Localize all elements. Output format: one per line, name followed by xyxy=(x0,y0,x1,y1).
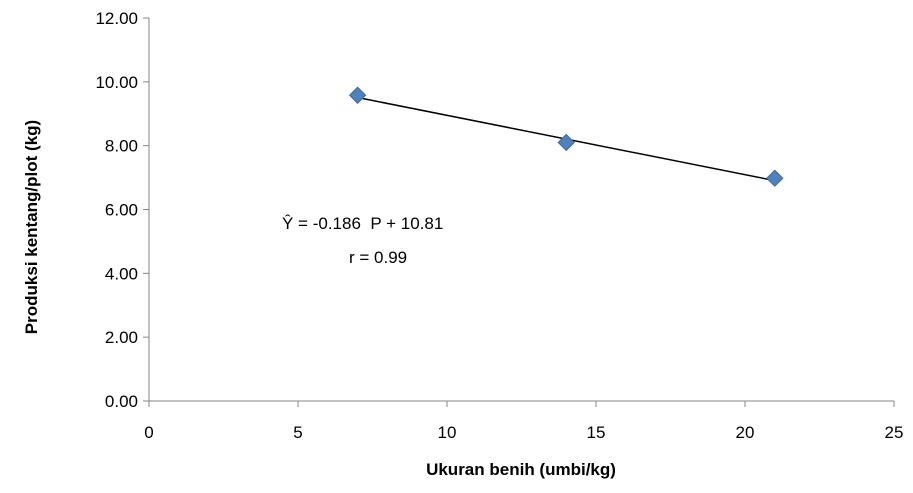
x-tick-label: 20 xyxy=(736,423,755,442)
axes xyxy=(148,18,894,402)
x-axis-title: Ukuran benih (umbi/kg) xyxy=(426,460,616,479)
x-tick-label: 0 xyxy=(144,423,153,442)
data-point-marker xyxy=(557,133,575,152)
data-point-marker xyxy=(766,169,784,187)
y-tick-label: 8.00 xyxy=(105,137,138,156)
data-point-marker xyxy=(348,86,367,104)
x-tick-label: 15 xyxy=(587,423,606,442)
x-tick-label: 5 xyxy=(293,423,302,442)
y-tick-label: 10.00 xyxy=(95,73,138,92)
y-tick-label: 6.00 xyxy=(105,201,138,220)
y-tick-label: 2.00 xyxy=(105,328,138,347)
correlation-coefficient: r = 0.99 xyxy=(349,248,407,267)
y-axis-ticks: 0.00 2.00 4.00 6.00 8.00 10.00 12.00 xyxy=(95,9,149,411)
x-axis-ticks: 0 5 10 15 20 25 xyxy=(144,401,903,442)
regression-equation: Ŷ = -0.186 P + 10.81 xyxy=(282,214,443,233)
y-tick-label: 12.00 xyxy=(95,9,138,28)
y-tick-label: 0.00 xyxy=(105,392,138,411)
x-tick-label: 25 xyxy=(885,423,904,442)
x-tick-label: 10 xyxy=(438,423,457,442)
data-points xyxy=(348,86,784,187)
y-tick-label: 4.00 xyxy=(105,264,138,283)
y-axis-title: Produksi kentang/plot (kg) xyxy=(22,120,41,334)
